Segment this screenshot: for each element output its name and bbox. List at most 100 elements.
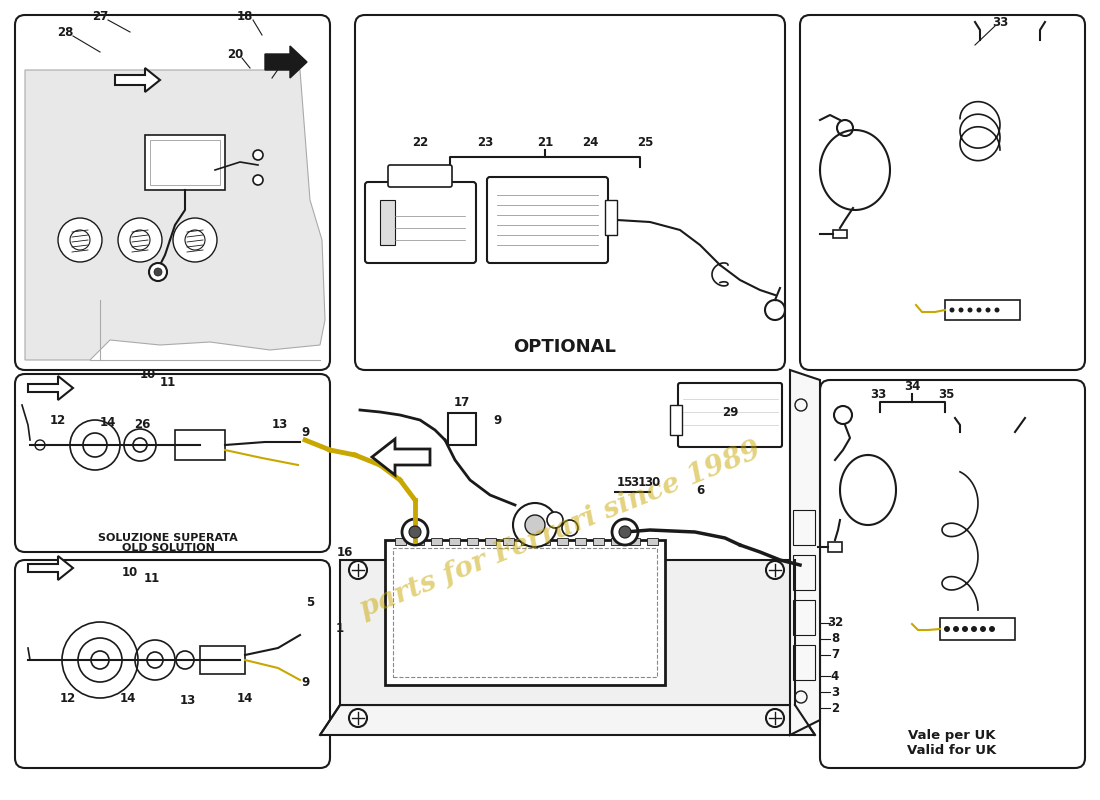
Text: 10: 10 <box>122 566 139 578</box>
Bar <box>485 538 496 545</box>
Circle shape <box>766 709 784 727</box>
Circle shape <box>977 307 981 313</box>
FancyBboxPatch shape <box>487 177 608 263</box>
Bar <box>605 200 617 235</box>
FancyBboxPatch shape <box>365 182 476 263</box>
Circle shape <box>253 150 263 160</box>
Bar <box>793 600 815 635</box>
FancyBboxPatch shape <box>355 15 785 370</box>
Text: 3: 3 <box>830 686 839 698</box>
Bar <box>393 548 657 677</box>
Bar <box>379 200 395 245</box>
Circle shape <box>968 307 972 313</box>
Circle shape <box>994 307 1000 313</box>
FancyBboxPatch shape <box>15 374 330 552</box>
Polygon shape <box>790 370 820 735</box>
Text: 13: 13 <box>180 694 196 706</box>
Circle shape <box>958 307 964 313</box>
Bar <box>449 538 460 545</box>
Text: 32: 32 <box>827 617 843 630</box>
Text: 17: 17 <box>454 397 470 410</box>
Text: 15: 15 <box>617 475 634 489</box>
Text: 13: 13 <box>272 418 288 431</box>
Bar <box>793 645 815 680</box>
Bar <box>647 538 658 545</box>
Polygon shape <box>28 376 73 400</box>
Text: OLD SOLUTION: OLD SOLUTION <box>122 543 214 553</box>
Text: Vale per UK: Vale per UK <box>909 729 996 742</box>
Text: 19: 19 <box>275 58 292 71</box>
Polygon shape <box>340 560 795 705</box>
Circle shape <box>986 307 990 313</box>
Circle shape <box>513 503 557 547</box>
Circle shape <box>962 626 968 632</box>
Text: SOLUZIONE SUPERATA: SOLUZIONE SUPERATA <box>98 533 238 543</box>
Text: 34: 34 <box>904 379 921 393</box>
Circle shape <box>562 520 578 536</box>
Text: 35: 35 <box>938 387 954 401</box>
Text: 23: 23 <box>477 135 493 149</box>
Circle shape <box>953 626 959 632</box>
Polygon shape <box>116 68 160 92</box>
Text: 30: 30 <box>644 475 660 489</box>
Bar <box>385 540 666 685</box>
Text: 18: 18 <box>236 10 253 23</box>
Text: 6: 6 <box>696 483 704 497</box>
Circle shape <box>409 526 421 538</box>
Bar <box>945 300 1020 320</box>
FancyBboxPatch shape <box>15 15 330 370</box>
Bar <box>468 538 478 545</box>
Text: 8: 8 <box>830 633 839 646</box>
Bar <box>431 538 442 545</box>
Bar <box>793 510 815 545</box>
FancyBboxPatch shape <box>800 15 1085 370</box>
Bar <box>940 618 1015 640</box>
FancyBboxPatch shape <box>15 560 330 768</box>
Text: 2: 2 <box>830 702 839 714</box>
Circle shape <box>766 561 784 579</box>
Text: 33: 33 <box>992 15 1008 29</box>
Circle shape <box>253 175 263 185</box>
Text: 16: 16 <box>337 546 353 558</box>
Bar <box>629 538 640 545</box>
Text: 9: 9 <box>493 414 502 426</box>
FancyBboxPatch shape <box>820 380 1085 768</box>
Text: 25: 25 <box>637 135 653 149</box>
Circle shape <box>525 515 544 535</box>
Text: 14: 14 <box>120 691 136 705</box>
Text: parts for Ferrari since 1989: parts for Ferrari since 1989 <box>355 437 764 623</box>
Circle shape <box>154 268 162 276</box>
Text: 7: 7 <box>830 649 839 662</box>
Polygon shape <box>28 556 73 580</box>
Bar <box>200 646 245 674</box>
Circle shape <box>118 218 162 262</box>
Text: 31: 31 <box>630 475 646 489</box>
Circle shape <box>148 263 167 281</box>
Circle shape <box>989 626 996 632</box>
Text: 28: 28 <box>57 26 74 38</box>
Text: 11: 11 <box>144 571 161 585</box>
Text: 11: 11 <box>160 375 176 389</box>
Bar <box>833 230 847 238</box>
Bar <box>175 430 226 460</box>
Polygon shape <box>372 439 430 475</box>
Text: 9: 9 <box>301 426 309 438</box>
Text: 21: 21 <box>537 135 553 149</box>
Text: Valid for UK: Valid for UK <box>908 743 997 757</box>
Polygon shape <box>265 46 307 78</box>
Circle shape <box>547 512 563 528</box>
FancyBboxPatch shape <box>678 383 782 447</box>
Text: 12: 12 <box>50 414 66 426</box>
Circle shape <box>173 218 217 262</box>
Bar <box>539 538 550 545</box>
Text: 33: 33 <box>870 387 887 401</box>
Text: 22: 22 <box>411 135 428 149</box>
Circle shape <box>949 307 955 313</box>
Bar <box>503 538 514 545</box>
Bar <box>828 542 842 552</box>
Text: 27: 27 <box>92 10 108 23</box>
Bar <box>793 555 815 590</box>
Bar <box>150 140 220 185</box>
Text: 26: 26 <box>134 418 151 430</box>
Circle shape <box>349 561 367 579</box>
